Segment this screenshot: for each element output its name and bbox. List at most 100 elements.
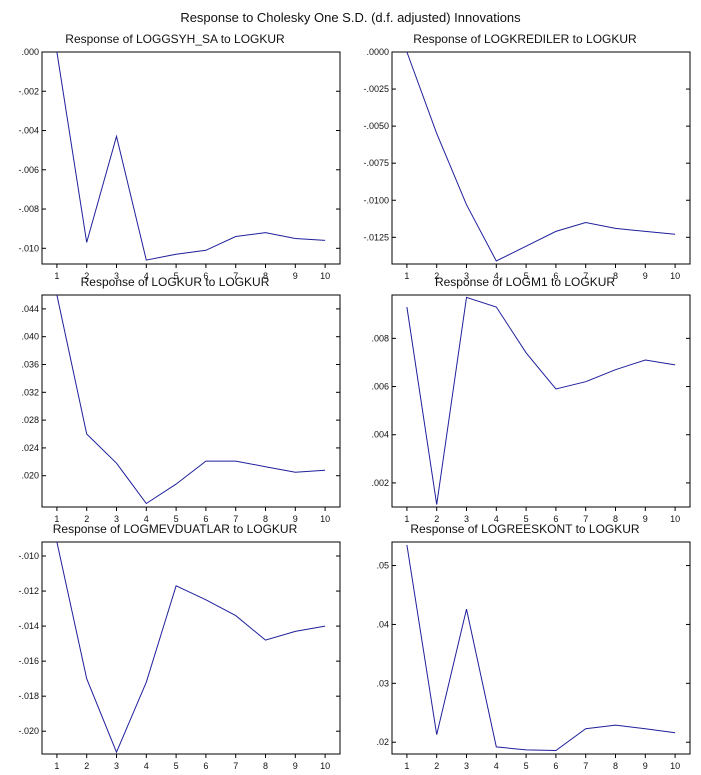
x-tick-label: 8 [263,761,268,771]
x-tick-label: 10 [670,271,680,281]
chart-panel-logreeskont: Response of LOGREESKONT to LOGKUR .05 .04… [350,522,700,772]
line-chart: .044 .040 .036 .032 .028 .024 .020 1 2 3 4 5 6 7 8 9 10 [21,294,341,524]
y-tick-label: .000 [21,47,39,57]
x-tick-label: 10 [320,514,330,524]
x-tick-label: 2 [434,761,439,771]
y-tick-label: .008 [371,333,389,343]
y-tick-label: -.008 [18,204,39,214]
x-tick-label: 8 [263,271,268,281]
x-tick-label: 7 [583,761,588,771]
y-tick-label: -.012 [18,586,39,596]
x-tick-label: 5 [174,271,179,281]
figure-title: Response to Cholesky One S.D. (d.f. adju… [180,10,521,25]
x-tick-label: 6 [553,271,558,281]
y-tick-label: .040 [21,332,39,342]
plot-frame [391,541,691,755]
x-tick-label: 1 [404,514,409,524]
x-tick-label: 10 [320,271,330,281]
y-tick-label: .020 [21,471,39,481]
y-tick-label: -.0050 [363,121,389,131]
x-tick-label: 9 [293,271,298,281]
plot-frame [41,541,341,755]
x-tick-label: 3 [114,514,119,524]
y-tick-label: -.0100 [363,195,389,205]
x-tick-label: 6 [203,761,208,771]
series-line [56,51,326,261]
y-tick-label: -.002 [18,86,39,96]
x-tick-label: 4 [144,514,149,524]
x-tick-label: 5 [524,271,529,281]
x-tick-label: 7 [233,514,238,524]
x-tick-label: 3 [464,761,469,771]
x-tick-label: 8 [263,514,268,524]
y-tick-label: .002 [371,478,389,488]
y-tick-label: -.010 [18,551,39,561]
plot-frame [391,51,691,265]
line-chart: .05 .04 .03 .02 1 2 3 4 5 6 7 8 9 10 [376,541,691,771]
x-tick-label: 10 [670,514,680,524]
y-tick-label: .028 [21,415,39,425]
y-tick-label: -.0025 [363,84,389,94]
x-tick-label: 8 [613,271,618,281]
line-chart: .008 .006 .004 .002 1 2 3 4 5 6 7 8 9 10 [371,294,691,524]
x-tick-label: 7 [233,271,238,281]
x-tick-label: 5 [174,761,179,771]
y-tick-label: .036 [21,360,39,370]
x-tick-label: 5 [174,514,179,524]
y-tick-label: .032 [21,387,39,397]
x-tick-label: 4 [494,514,499,524]
x-tick-label: 6 [553,514,558,524]
x-tick-label: 7 [583,271,588,281]
x-tick-label: 4 [494,271,499,281]
x-tick-label: 6 [203,514,208,524]
chart-panel-logkur: Response of LOGKUR to LOGKUR .044 .040 .03… [0,275,350,525]
series-line [406,51,676,262]
series-line [56,294,326,505]
y-tick-label: -.0075 [363,158,389,168]
x-tick-label: 3 [114,761,119,771]
x-tick-label: 4 [144,761,149,771]
x-tick-label: 2 [84,761,89,771]
x-tick-label: 5 [524,761,529,771]
x-tick-label: 9 [293,514,298,524]
chart-title: Response of LOGKREDILER to LOGKUR [413,32,637,46]
chart-panel-logm1: Response of LOGM1 to LOGKUR .008 .006 .004… [350,275,700,525]
x-tick-label: 6 [553,761,558,771]
line-chart: .0000 -.0025 -.0050 -.0075 -.0100 -.0125 1 2 3 4 5… [363,47,691,281]
x-tick-label: 10 [320,761,330,771]
y-tick-label: -.010 [18,243,39,253]
x-tick-label: 2 [434,514,439,524]
x-tick-label: 6 [203,271,208,281]
y-tick-label: -.020 [18,726,39,736]
x-tick-label: 2 [84,271,89,281]
y-tick-label: -.018 [18,691,39,701]
x-tick-label: 1 [54,514,59,524]
chart-title: Response of LOGKUR to LOGKUR [80,275,270,289]
y-tick-label: .0000 [366,47,389,57]
x-tick-label: 1 [54,271,59,281]
y-tick-label: .024 [21,443,39,453]
series-line [56,541,326,754]
series-line [406,296,676,505]
line-chart: -.010 -.012 -.014 -.016 -.018 -.020 1 2 3 4 5 6 7 8 9 1… [18,541,341,771]
x-tick-label: 8 [613,761,618,771]
plot-frame [41,294,341,508]
y-tick-label: .004 [371,430,389,440]
x-tick-label: 10 [670,761,680,771]
x-tick-label: 1 [54,761,59,771]
y-tick-label: .05 [376,561,389,571]
chart-panel-logmevduatlar: Response of LOGMEVDUATLAR to LOGKUR -.01… [0,522,350,772]
x-tick-label: 1 [404,761,409,771]
x-tick-label: 7 [583,514,588,524]
x-tick-label: 7 [233,761,238,771]
plot-frame [391,294,691,508]
chart-title: Response of LOGGSYH_SA to LOGKUR [65,32,285,46]
y-tick-label: -.004 [18,126,39,136]
y-tick-label: -.0125 [363,232,389,242]
chart-title: Response of LOGM1 to LOGKUR [434,275,616,289]
x-tick-label: 3 [464,514,469,524]
x-tick-label: 9 [293,761,298,771]
x-tick-label: 3 [114,271,119,281]
chart-panel-loggsyh: Response of LOGGSYH_SA to LOGKUR .000 -.0… [0,32,350,282]
x-tick-label: 4 [144,271,149,281]
